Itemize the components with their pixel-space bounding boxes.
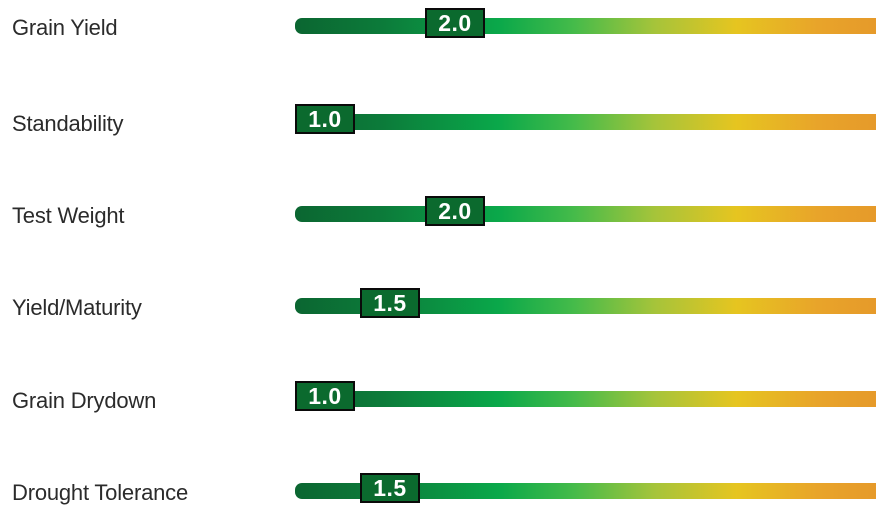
trait-row: Yield/Maturity 1.5 — [0, 288, 877, 328]
trait-label: Grain Drydown — [12, 388, 157, 413]
rating-marker: 2.0 — [425, 8, 485, 38]
trait-label: Standability — [12, 111, 124, 136]
trait-label: Grain Yield — [12, 15, 118, 40]
rating-marker: 1.5 — [360, 288, 420, 318]
trait-label: Drought Tolerance — [12, 480, 188, 505]
rating-scale-bar — [295, 483, 876, 499]
rating-scale-bar — [295, 114, 876, 130]
rating-scale-bar — [295, 18, 876, 34]
trait-row: Drought Tolerance 1.5 — [0, 473, 877, 513]
rating-marker: 1.5 — [360, 473, 420, 503]
rating-marker: 1.0 — [295, 381, 355, 411]
rating-scale-bar — [295, 298, 876, 314]
trait-row: Grain Yield 2.0 — [0, 8, 877, 48]
rating-scale-bar — [295, 206, 876, 222]
trait-row: Grain Drydown 1.0 — [0, 381, 877, 421]
trait-row: Standability 1.0 — [0, 104, 877, 144]
trait-label: Yield/Maturity — [12, 295, 142, 320]
rating-marker: 2.0 — [425, 196, 485, 226]
rating-marker: 1.0 — [295, 104, 355, 134]
rating-scale-bar — [295, 391, 876, 407]
trait-row: Test Weight 2.0 — [0, 196, 877, 236]
trait-label: Test Weight — [12, 203, 125, 228]
